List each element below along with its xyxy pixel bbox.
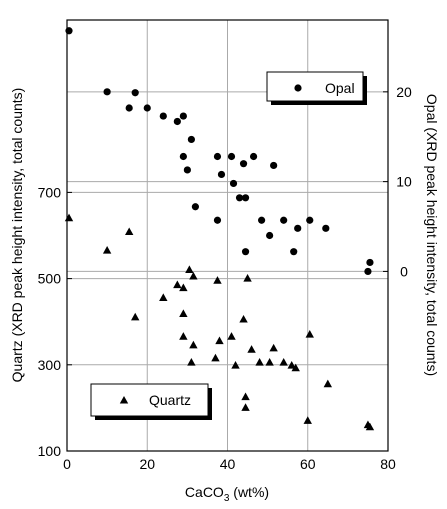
x-axis-label-suffix: (wt%) [229,484,269,500]
legend-quartz-label: Quartz [149,392,191,408]
quartz-point [291,363,300,372]
quartz-point [179,309,188,317]
legend-opal-label: Opal [325,80,355,96]
opal-point [191,203,199,211]
quartz-point [179,332,188,340]
quartz-point [255,358,264,366]
quartz-point [243,274,252,282]
legend-quartz-box [90,383,209,417]
opal-point [241,248,250,256]
opal-point [290,248,298,256]
quartz-point [269,343,278,352]
quartz-point [159,293,168,301]
x-tick-label: 20 [139,456,155,472]
y-tick-label: 100 [38,443,62,459]
x-tick-label: 0 [63,456,71,472]
opal-point [364,267,372,276]
opal-point [159,112,167,120]
opal-point [179,112,187,120]
quartz-point [247,345,256,353]
plot-frame [66,19,389,452]
opal-point [213,216,222,224]
quartz-point [305,330,314,338]
axis-ticks: 0 20 40 60 80 100 300 500 700 0 10 20 [38,84,412,472]
quartz-point [241,403,250,411]
y-axis-label-right: Opal (XRD peak height intensity, total c… [424,94,440,376]
opal-point [241,194,250,202]
quartz-point [365,422,375,431]
quartz-point [227,332,236,340]
opal-point [294,224,302,232]
opal-point [258,216,266,224]
quartz-point [303,416,312,424]
opal-point [217,170,226,179]
quartz-point [131,312,140,321]
opal-point [183,166,191,174]
data-points [64,27,375,431]
opal-point [306,216,314,224]
x-axis-label-subscript: 3 [224,493,230,504]
x-tick-label: 40 [220,456,236,472]
quartz-point [187,358,196,366]
legend-quartz: Quartz [90,383,212,420]
quartz-point [173,280,182,289]
opal-point [270,161,278,170]
opal-point [143,104,151,112]
y-right-tick-label: 20 [396,84,412,100]
opal-point [125,104,133,112]
opal-point [213,152,222,161]
x-axis-label-main: CaCO [185,484,224,500]
quartz-point [189,271,198,280]
quartz-point [287,361,296,369]
opal-point [266,231,274,240]
opal-point [65,27,73,35]
opal-point [235,194,244,202]
quartz-point [279,358,288,366]
opal-point [187,135,195,144]
quartz-point [179,283,188,292]
opal-point [280,216,288,224]
y-tick-label: 300 [38,357,62,373]
legend-opal-box [266,71,364,102]
y-tick-label: 500 [38,271,62,287]
x-axis-label: CaCO3 (wt%) [185,484,269,504]
opal-point [179,152,187,161]
quartz-point [231,361,240,369]
opal-point [249,152,258,161]
opal-point [366,258,374,267]
y-right-tick-label: 10 [396,174,412,190]
opal-point [239,160,248,168]
quartz-point [265,358,274,366]
quartz-point [323,379,333,388]
legend-opal-marker [294,84,302,92]
quartz-point [185,265,194,273]
quartz-point [189,340,198,349]
x-tick-label: 80 [380,456,396,472]
legend-opal: Opal [266,71,367,105]
quartz-point [211,353,220,362]
opal-point [322,224,330,232]
opal-point [131,89,139,97]
quartz-point [241,392,250,401]
quartz-point [64,213,74,222]
opal-point [229,179,238,188]
opal-point [173,117,181,126]
y-tick-label: 700 [38,184,62,200]
quartz-point [124,227,134,236]
quartz-point [213,276,222,284]
y-axis-label-left: Quartz (XRD peak height intensity, total… [9,88,25,383]
y-right-tick-label: 0 [400,263,408,279]
quartz-point [239,314,248,323]
quartz-point [215,336,224,345]
quartz-point [102,245,112,254]
opal-point [227,152,236,161]
x-tick-label: 60 [300,456,316,472]
opal-point [103,88,111,96]
legend-quartz-marker [119,396,129,404]
